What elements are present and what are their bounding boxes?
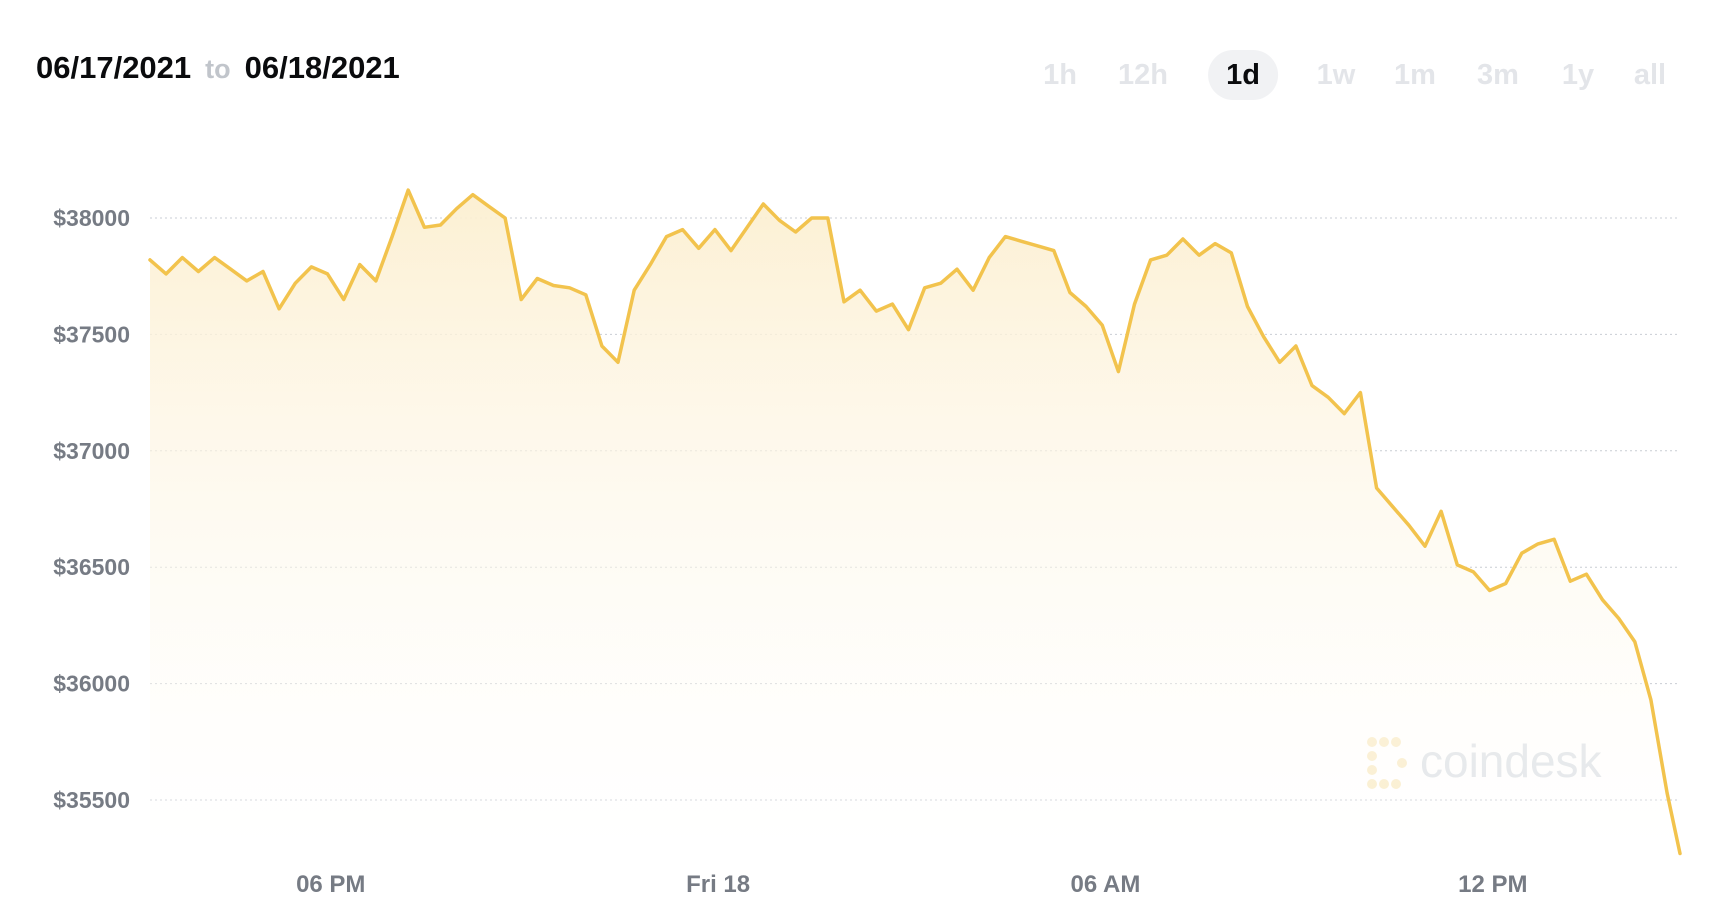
y-tick-label: $38000 [53,205,130,231]
range-button-1m[interactable]: 1m [1394,59,1436,91]
y-tick-label: $37500 [53,321,130,347]
range-button-1y[interactable]: 1y [1561,59,1595,91]
end-date: 06/18/2021 [244,50,400,85]
y-tick-label: $35500 [53,787,130,813]
x-tick-label: 06 PM [296,871,365,898]
start-date: 06/17/2021 [36,50,192,85]
range-button-12h[interactable]: 12h [1118,59,1168,91]
y-tick-label: $37000 [53,438,130,464]
x-axis: 06 PM Fri 18 06 AM 12 PM [296,871,1527,898]
time-range-selector: 1h 12h 1d 1w 1m 3m 1y all [0,50,1712,106]
x-tick-label: Fri 18 [686,871,750,898]
date-range-separator: to [205,54,231,84]
x-tick-label: 12 PM [1458,871,1527,898]
range-button-all[interactable]: all [1633,59,1667,91]
y-tick-label: $36500 [53,554,130,580]
range-button-1w[interactable]: 1w [1316,59,1356,91]
range-button-1h[interactable]: 1h [1043,59,1077,91]
range-button-3m[interactable]: 3m [1477,59,1519,91]
price-area-fill [150,190,1680,856]
y-axis: $38000 $37500 $37000 $36500 $36000 $35500 [53,205,130,813]
x-tick-label: 06 AM [1071,871,1141,898]
range-button-1d[interactable]: 1d [1208,50,1278,100]
price-line [148,188,1682,856]
price-series [148,188,1682,856]
y-tick-label: $36000 [53,671,130,697]
date-range: 06/17/2021 to 06/18/2021 [36,50,400,86]
